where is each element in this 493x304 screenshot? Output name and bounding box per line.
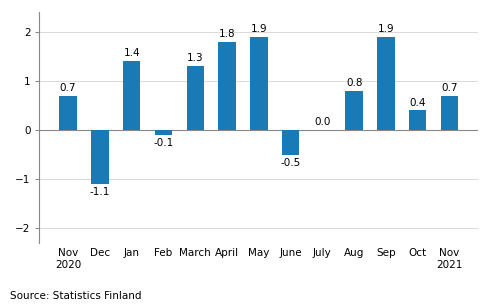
Bar (250, 37, 268, 130)
Text: -1.1: -1.1 (90, 187, 110, 197)
Text: 0.7: 0.7 (60, 83, 76, 93)
Bar (346, 91, 363, 130)
Text: 1.4: 1.4 (123, 48, 140, 58)
Text: 0.0: 0.0 (314, 117, 331, 127)
Bar (91, 130, 108, 184)
Bar (59, 96, 77, 130)
Text: 0.8: 0.8 (346, 78, 362, 88)
Text: 1.3: 1.3 (187, 53, 204, 63)
Bar (441, 96, 458, 130)
Bar (377, 37, 395, 130)
Text: 0.4: 0.4 (410, 98, 426, 108)
Text: -0.1: -0.1 (153, 138, 174, 148)
Text: Source: Statistics Finland: Source: Statistics Finland (10, 291, 141, 301)
Bar (155, 130, 172, 135)
Bar (282, 130, 299, 155)
Text: 1.8: 1.8 (219, 29, 235, 39)
Bar (409, 110, 426, 130)
Text: 1.9: 1.9 (378, 24, 394, 34)
Text: 1.9: 1.9 (250, 24, 267, 34)
Bar (218, 42, 236, 130)
Bar (186, 66, 204, 130)
Text: -0.5: -0.5 (281, 158, 301, 168)
Bar (123, 61, 141, 130)
Text: 0.7: 0.7 (441, 83, 458, 93)
